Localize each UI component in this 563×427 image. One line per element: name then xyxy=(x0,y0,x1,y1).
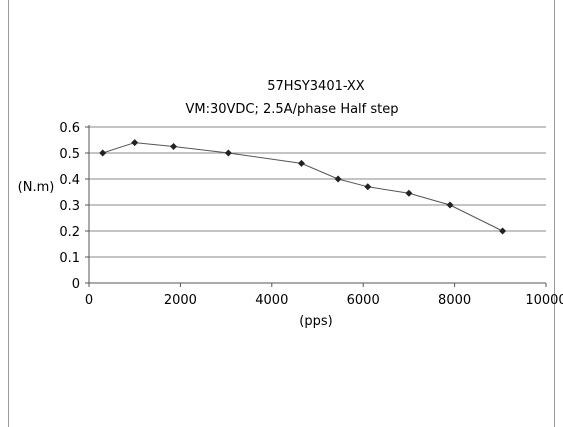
data-point xyxy=(131,139,139,147)
data-point xyxy=(446,201,454,209)
y-tick-label: 0.1 xyxy=(59,251,80,266)
data-point xyxy=(170,143,178,150)
axes xyxy=(85,125,547,287)
data-point xyxy=(298,159,306,167)
data-point xyxy=(224,149,232,157)
grid-lines xyxy=(89,126,546,258)
data-point xyxy=(405,189,413,197)
y-tick-label: 0.2 xyxy=(59,225,80,240)
x-tick-label: 4000 xyxy=(255,293,288,308)
x-tick-label: 0 xyxy=(85,293,93,308)
y-tick-label: 0.4 xyxy=(59,173,80,188)
chart-frame xyxy=(8,0,555,427)
y-tick-label: 0.6 xyxy=(59,121,80,136)
data-point xyxy=(499,227,507,235)
y-tick-label: 0.3 xyxy=(59,199,80,214)
y-tick-label: 0.5 xyxy=(59,147,80,162)
data-point xyxy=(99,149,107,157)
x-tick-label: 6000 xyxy=(347,293,380,308)
series-line xyxy=(102,142,503,232)
series xyxy=(99,139,507,235)
y-tick-label: 0 xyxy=(72,277,80,292)
y-axis-label: (N.m) xyxy=(18,180,55,195)
x-tick-label: 8000 xyxy=(438,293,471,308)
x-tick-label: 2000 xyxy=(164,293,197,308)
x-axis-label: (pps) xyxy=(299,314,332,329)
chart-title: 57HSY3401-XX xyxy=(267,79,365,94)
data-point xyxy=(364,183,372,191)
chart-subtitle: VM:30VDC; 2.5A/phase Half step xyxy=(185,102,398,117)
data-point xyxy=(334,175,342,183)
x-tick-label: 10000 xyxy=(525,293,563,308)
tick-labels: 0 0.1 0.2 0.3 0.4 0.5 0.6 0 2000 4000 6000 8000 1000… xyxy=(59,121,563,308)
